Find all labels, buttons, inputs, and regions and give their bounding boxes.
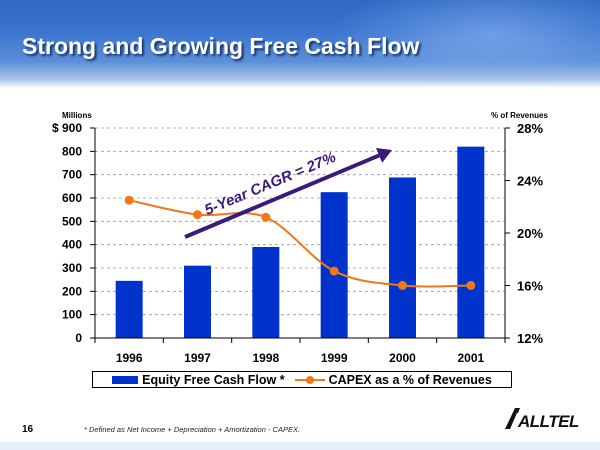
logo-text: ALLTEL xyxy=(517,412,579,431)
cagr-arrow-shaft xyxy=(184,153,380,239)
alltel-logo: ALLTEL xyxy=(505,408,580,431)
capex-line xyxy=(128,199,471,288)
right-axis-unit-label: % of Revenues xyxy=(491,111,548,120)
left-tick-label: 500 xyxy=(62,214,82,228)
legend-item-bars: Equity Free Cash Flow * xyxy=(112,372,285,387)
slide-title: Strong and Growing Free Cash Flow xyxy=(22,33,420,59)
capex-point-1997 xyxy=(193,210,202,220)
left-tick-label: 0 xyxy=(75,331,82,345)
footnote: * Defined as Net Income + Depreciation +… xyxy=(84,425,301,434)
left-axis-unit-label: Millions xyxy=(62,111,92,120)
capex-point-1998 xyxy=(261,212,271,222)
right-tick-label: 16% xyxy=(517,279,543,294)
cagr-arrow-head xyxy=(375,148,392,163)
x-tick-label: 2001 xyxy=(457,351,484,365)
legend-bar-swatch xyxy=(112,375,139,384)
left-tick-label: 100 xyxy=(62,308,82,322)
x-tick-label: 1996 xyxy=(116,351,143,365)
capex-point-1996 xyxy=(124,195,134,205)
header-banner: Strong and Growing Free Cash Flow xyxy=(0,0,600,88)
legend-line-label: CAPEX as a % of Revenues xyxy=(328,372,492,387)
legend-bar-label: Equity Free Cash Flow * xyxy=(142,372,285,387)
chart-legend: Equity Free Cash Flow * CAPEX as a % of … xyxy=(92,371,512,388)
left-tick-label: 400 xyxy=(62,238,82,252)
bar-1996 xyxy=(115,280,143,338)
header-glow xyxy=(330,0,600,88)
slide-number: 16 xyxy=(22,424,34,435)
left-tick-label: 800 xyxy=(62,144,82,158)
footer-bar xyxy=(0,442,600,450)
bar-1998 xyxy=(252,247,280,338)
left-tick-label: $ 900 xyxy=(52,121,82,135)
legend-item-line: CAPEX as a % of Revenues xyxy=(294,372,492,387)
left-tick-label: 700 xyxy=(62,168,82,182)
left-tick-label: 600 xyxy=(62,191,82,205)
capex-point-2001 xyxy=(466,281,476,290)
legend-line-swatch xyxy=(294,375,325,385)
x-tick-label: 2000 xyxy=(389,351,416,365)
left-tick-label: 200 xyxy=(62,284,82,298)
left-tick-label: 300 xyxy=(62,261,82,275)
x-tick-label: 1999 xyxy=(321,351,348,365)
capex-point-2000 xyxy=(398,281,407,290)
bar-2000 xyxy=(389,177,416,338)
bar-2001 xyxy=(457,146,485,338)
right-tick-label: 28% xyxy=(517,121,543,136)
right-tick-label: 12% xyxy=(517,331,543,346)
capex-point-1999 xyxy=(329,266,339,276)
right-tick-label: 20% xyxy=(517,226,543,241)
x-tick-label: 1997 xyxy=(184,351,211,365)
right-tick-label: 24% xyxy=(517,174,543,189)
cagr-annotation: 5-Year CAGR = 27% xyxy=(202,149,338,219)
chart: $ 900 800 700 600 500 400 300 200 100 0 28% 24% 20% 1… xyxy=(52,121,543,365)
bar-1997 xyxy=(184,265,211,338)
x-tick-label: 1998 xyxy=(252,351,279,365)
